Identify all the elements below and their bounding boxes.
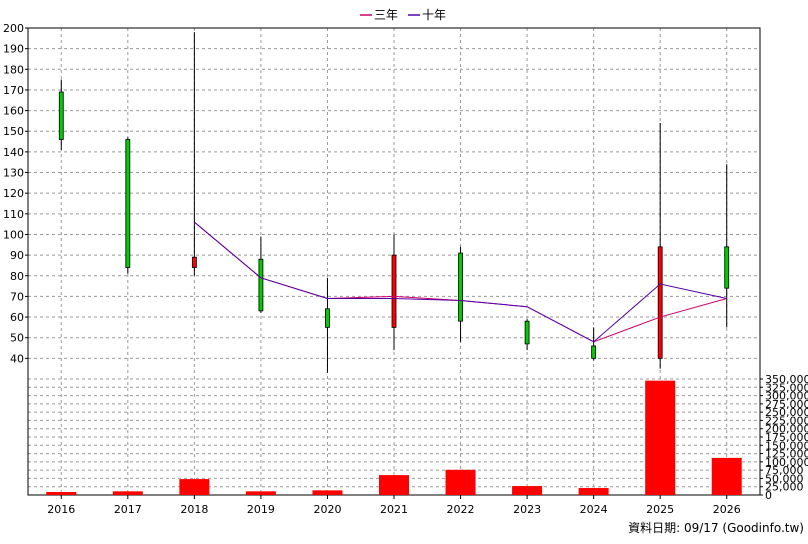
x-tick-label: 2022 [447,503,475,516]
price-tick-label: 110 [3,208,24,221]
candle-body [325,308,330,328]
price-tick-label: 120 [3,187,24,200]
price-tick-label: 80 [10,270,24,283]
legend-label: 十年 [422,8,446,22]
x-tick-label: 2017 [114,503,142,516]
candle-body [458,252,463,322]
candle-body [724,246,730,289]
volume-bar [112,491,143,495]
x-tick-label: 2024 [580,503,608,516]
volume-bar [711,457,742,495]
price-tick-label: 190 [3,43,24,56]
footer-source: 資料日期: 09/17 (Goodinfo.tw) [628,521,804,535]
price-tick-label: 40 [10,352,24,365]
x-tick-label: 2016 [47,503,75,516]
volume-bar [578,488,609,495]
x-tick-label: 2019 [247,503,275,516]
volume-bars [46,380,742,495]
volume-tick-label: 300,000 [765,390,808,403]
volume-tick-label: 250,000 [765,406,808,419]
candles [58,32,730,373]
volume-bar [445,469,476,495]
volume-bar [645,380,676,495]
price-tick-label: 140 [3,146,24,159]
volume-tick-label: 25,000 [765,481,804,494]
volume-tick-label: 50,000 [765,472,804,485]
volume-bar [46,492,77,495]
price-tick-label: 50 [10,332,24,345]
price-tick-label: 70 [10,290,24,303]
x-tick-label: 2025 [646,503,674,516]
x-tick-label: 2023 [513,503,541,516]
candle-body [191,256,197,268]
average-line [194,221,727,343]
x-tick-label: 2021 [380,503,408,516]
x-axis: 2016 2017 2018 2019 2020 2021 2022 2023 2024 2025… [47,495,741,516]
volume-tick-label: 75,000 [765,464,804,477]
average-lines [194,221,727,343]
volume-tick-label: 125,000 [765,448,808,461]
price-tick-label: 130 [3,167,24,180]
candle-body [258,258,264,312]
price-tick-label: 160 [3,105,24,118]
legend-label: 三年 [374,8,398,22]
price-tick-label: 100 [3,228,24,241]
price-tick-label: 150 [3,125,24,138]
volume-tick-label: 175,000 [765,431,808,444]
volume-tick-label: 325,000 [765,381,808,394]
volume-axis: 025,00050,00075,000100,000125,000150,000… [760,373,808,502]
volume-tick-label: 200,000 [765,423,808,436]
volume-tick-label: 100,000 [765,456,808,469]
candle-body [391,254,397,328]
volume-bar [512,486,543,495]
candle-body [58,91,64,140]
price-tick-label: 180 [3,63,24,76]
volume-tick-label: 275,000 [765,398,808,411]
volume-tick-label: 225,000 [765,414,808,427]
volume-bar [379,475,409,495]
x-tick-label: 2018 [180,503,208,516]
volume-bar [312,490,343,495]
volume-bar [179,479,210,495]
price-tick-label: 90 [10,249,24,262]
volume-bar [245,491,276,495]
legend: 三年 十年 [360,8,446,22]
price-tick-label: 60 [10,311,24,324]
price-tick-label: 200 [3,22,24,35]
price-tick-label: 170 [3,84,24,97]
candle-body [524,320,530,345]
candle-body [591,345,597,359]
x-tick-label: 2026 [713,503,741,516]
price-axis: 40 50 60 70 80 90 100 110 120 130 140 150 160 170 180 1… [3,22,28,365]
candle-body [125,139,131,268]
volume-tick-label: 350,000 [765,373,808,386]
x-tick-label: 2020 [313,503,341,516]
candle-body [657,246,663,359]
volume-tick-label: 0 [765,489,772,502]
volume-tick-label: 150,000 [765,439,808,452]
